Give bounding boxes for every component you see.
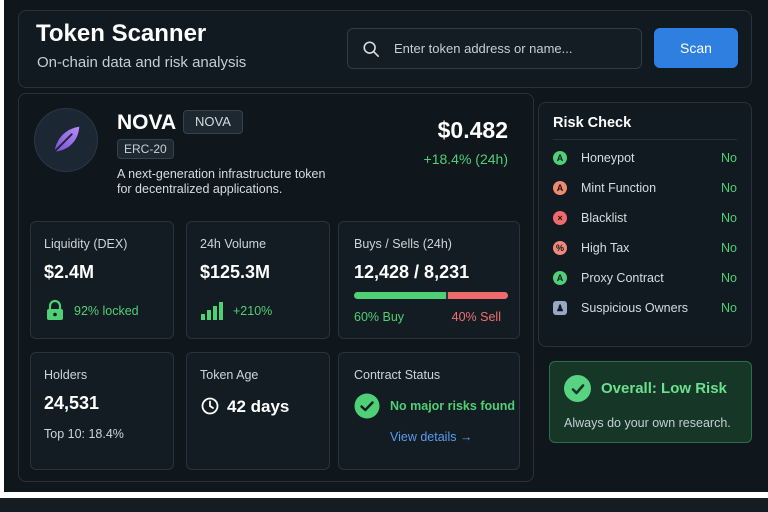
blacklist-icon: × <box>553 211 567 225</box>
holders-card: Holders 24,531 Top 10: 18.4% <box>30 352 174 470</box>
lock-icon <box>47 299 63 320</box>
risk-row-honeypot: A Honeypot No <box>553 148 737 168</box>
bar-chart-icon <box>201 302 223 320</box>
holders-value: 24,531 <box>44 393 100 413</box>
contract-status-text: No major risks found <box>390 399 516 413</box>
token-age-card: Token Age 42 days <box>186 352 330 470</box>
check-circle-icon <box>354 393 380 419</box>
token-symbol-badge: NOVA <box>183 110 243 134</box>
buy-percent: 60% Buy <box>354 310 405 324</box>
liquidity-value: $2.4M <box>44 262 95 282</box>
owner-icon: ♟ <box>553 301 567 315</box>
risk-item-status: No <box>721 301 737 315</box>
sell-percent: 40% Sell <box>451 310 501 324</box>
risk-item-status: No <box>721 241 737 255</box>
overall-risk-card <box>549 361 752 443</box>
buys-sells-card: Buys / Sells (24h) 12,428 / 8,231 60% Bu… <box>338 221 520 339</box>
risk-row-proxy-contract: A Proxy Contract No <box>553 268 737 288</box>
contract-status-card: Contract Status No major risks found Vie… <box>338 352 520 470</box>
risk-item-name: High Tax <box>581 241 630 255</box>
volume-card: 24h Volume $125.3M +210% <box>186 221 330 339</box>
bottom-strip <box>0 498 768 512</box>
token-price: $0.482 <box>437 117 508 143</box>
token-description: A next-generation infrastructure token f… <box>117 167 347 197</box>
risk-row-blacklist: × Blacklist No <box>553 208 737 228</box>
volume-change: +210% <box>233 304 273 318</box>
price-change: +18.4% (24h) <box>423 151 508 167</box>
risk-item-name: Blacklist <box>581 211 627 225</box>
token-logo <box>34 108 98 172</box>
volume-value: $125.3M <box>200 262 271 282</box>
risk-item-status: No <box>721 151 737 165</box>
risk-item-status: No <box>721 181 737 195</box>
scan-button[interactable]: Scan <box>654 28 738 68</box>
page-title: Token Scanner <box>36 20 207 47</box>
risk-item-status: No <box>721 271 737 285</box>
token-name: NOVA <box>117 111 177 134</box>
mint-icon: A <box>553 181 567 195</box>
token-age-value: 42 days <box>227 397 290 416</box>
risk-item-name: Proxy Contract <box>581 271 664 285</box>
search-box[interactable] <box>347 28 642 69</box>
buy-sell-bar <box>354 292 508 299</box>
token-description-line: A next-generation infrastructure token <box>117 167 326 181</box>
risk-row-high-tax: % High Tax No <box>553 238 737 258</box>
clock-icon <box>201 397 219 415</box>
risk-item-name: Honeypot <box>581 151 635 165</box>
view-details-link[interactable]: View details → <box>390 430 473 444</box>
sell-bar-fill <box>448 292 508 299</box>
page-subtitle: On-chain data and risk analysis <box>37 54 247 71</box>
proxy-icon: A <box>553 271 567 285</box>
holders-label: Holders <box>44 368 88 382</box>
risk-item-name: Suspicious Owners <box>581 301 688 315</box>
risk-check-card <box>538 102 752 347</box>
token-description-line: for decentralized applications. <box>117 182 283 196</box>
tax-icon: % <box>553 241 567 255</box>
token-age-label: Token Age <box>200 368 259 382</box>
buys-sells-value: 12,428 / 8,231 <box>354 262 470 282</box>
token-standard-badge: ERC-20 <box>117 139 174 159</box>
overall-risk-title: Overall: Low Risk <box>601 380 727 397</box>
risk-row-mint-function: A Mint Function No <box>553 178 737 198</box>
risk-check-title: Risk Check <box>553 115 632 131</box>
risk-item-status: No <box>721 211 737 225</box>
risk-row-suspicious-owners: ♟ Suspicious Owners No <box>553 298 737 318</box>
buys-sells-label: Buys / Sells (24h) <box>354 237 452 251</box>
risk-item-name: Mint Function <box>581 181 657 195</box>
liquidity-card: Liquidity (DEX) $2.4M 92% locked <box>30 221 174 339</box>
buy-bar-fill <box>354 292 447 299</box>
search-input[interactable] <box>394 41 624 56</box>
check-circle-icon <box>564 375 591 402</box>
honeypot-icon: A <box>553 151 567 165</box>
holders-top10: Top 10: 18.4% <box>44 427 124 441</box>
liquidity-label: Liquidity (DEX) <box>44 237 128 251</box>
search-icon <box>363 40 380 57</box>
contract-status-label: Contract Status <box>354 368 441 382</box>
feather-leaf-icon <box>53 126 80 153</box>
liquidity-locked: 92% locked <box>74 304 139 318</box>
volume-label: 24h Volume <box>200 237 267 251</box>
divider <box>553 139 737 140</box>
overall-risk-subtitle: Always do your own research. <box>564 416 731 430</box>
